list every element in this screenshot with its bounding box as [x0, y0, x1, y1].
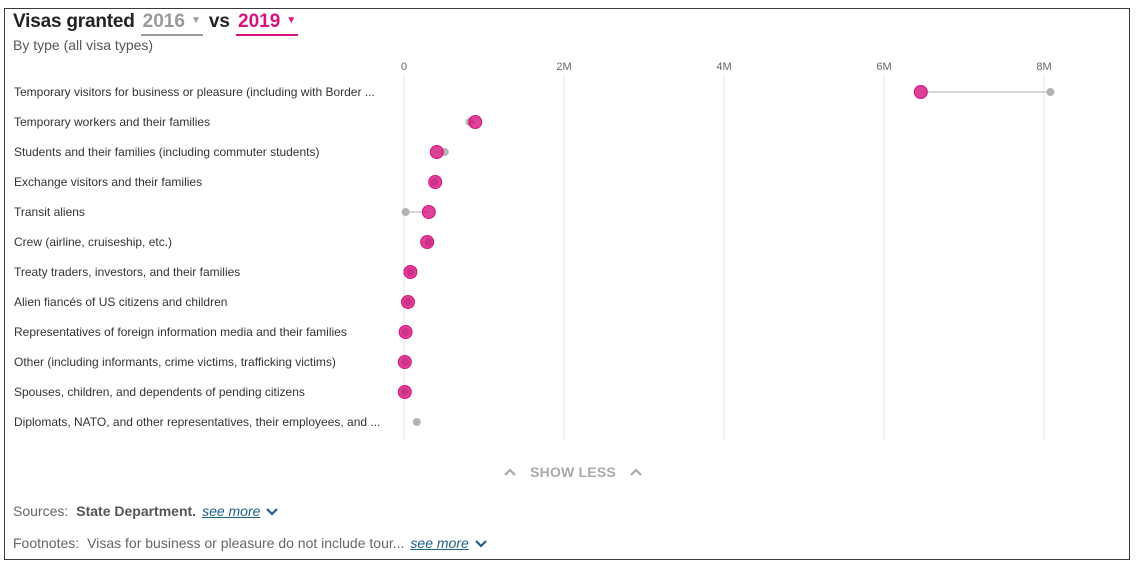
- category-label: Crew (airline, cruiseship, etc.): [14, 235, 172, 249]
- year-a-value: 2016: [142, 11, 185, 32]
- dot-2019: [468, 115, 483, 129]
- category-label: Exchange visitors and their families: [14, 175, 202, 189]
- chart-subtitle: By type (all visa types): [13, 37, 154, 53]
- sources-label: Sources:: [13, 503, 69, 519]
- chevron-up-icon: [630, 468, 642, 476]
- category-label: Transit aliens: [14, 205, 85, 219]
- sources-line: Sources: State Department. see more: [13, 503, 279, 519]
- dot-2019: [421, 205, 436, 219]
- year-b-value: 2019: [238, 11, 281, 32]
- dot-2016: [401, 208, 410, 216]
- dot-2019: [401, 295, 415, 309]
- footnotes-value: Visas for business or pleasure do not in…: [87, 535, 405, 551]
- sources-see-more-link[interactable]: see more: [202, 503, 261, 519]
- x-tick-label: 6M: [876, 61, 891, 73]
- category-label: Temporary workers and their families: [14, 115, 210, 129]
- x-tick-label: 4M: [716, 61, 731, 73]
- category-label: Temporary visitors for business or pleas…: [14, 85, 375, 99]
- x-tick-label: 0: [401, 61, 407, 73]
- dot-2019: [398, 325, 413, 339]
- category-label: Students and their families (including c…: [14, 145, 319, 159]
- category-label: Alien fiancés of US citizens and childre…: [14, 295, 227, 309]
- page-title: Visas granted: [13, 11, 135, 32]
- category-label: Spouses, children, and dependents of pen…: [14, 385, 305, 399]
- dot-2019: [428, 175, 443, 189]
- chart-card: Visas granted 2016 ▼ vs 2019 ▼ By type (…: [4, 8, 1130, 560]
- year-b-select[interactable]: 2019 ▼: [236, 11, 299, 36]
- dot-2019: [403, 265, 418, 279]
- dot-plot: 0 2M 4M 6M 8M Temporary visitors for business…: [14, 61, 1055, 439]
- vs-label: vs: [208, 11, 230, 32]
- x-tick-label: 2M: [556, 61, 571, 73]
- dot-2019: [913, 85, 928, 99]
- show-less-button[interactable]: SHOW LESS: [497, 461, 649, 483]
- dot-2019: [397, 385, 412, 399]
- chevron-down-icon[interactable]: [475, 535, 487, 551]
- dot-2016: [1046, 88, 1055, 96]
- x-tick-label: 8M: [1036, 61, 1051, 73]
- dot-2019: [397, 355, 412, 369]
- caret-down-icon: ▼: [190, 15, 201, 26]
- dot-2016: [412, 418, 421, 426]
- chevron-up-icon: [504, 468, 516, 476]
- sources-value: State Department.: [76, 503, 197, 519]
- footnotes-line: Footnotes: Visas for business or pleasur…: [13, 535, 487, 551]
- footnotes-label: Footnotes:: [13, 535, 80, 551]
- title-row: Visas granted 2016 ▼ vs 2019 ▼: [13, 11, 304, 41]
- year-a-select[interactable]: 2016 ▼: [140, 11, 203, 36]
- dot-2019: [420, 235, 435, 249]
- show-less-label: SHOW LESS: [530, 464, 616, 480]
- chevron-down-icon[interactable]: [266, 503, 279, 519]
- footnotes-see-more-link[interactable]: see more: [410, 535, 469, 551]
- caret-down-icon: ▼: [286, 15, 297, 26]
- category-label: Diplomats, NATO, and other representativ…: [14, 415, 380, 429]
- category-label: Other (including informants, crime victi…: [14, 355, 336, 369]
- dot-2019: [429, 145, 444, 159]
- category-label: Treaty traders, investors, and their fam…: [14, 265, 240, 279]
- category-label: Representatives of foreign information m…: [14, 325, 347, 339]
